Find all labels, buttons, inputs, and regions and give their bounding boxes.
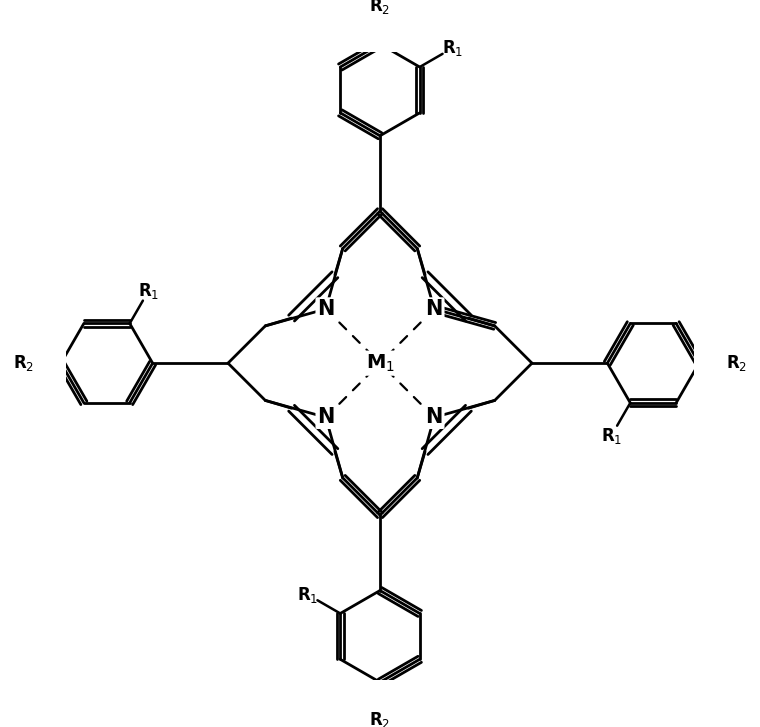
Text: R$_1$: R$_1$	[442, 39, 463, 58]
Text: R$_2$: R$_2$	[369, 710, 391, 727]
Text: R$_2$: R$_2$	[726, 353, 747, 373]
Text: R$_2$: R$_2$	[13, 353, 34, 373]
Text: R$_1$: R$_1$	[138, 281, 160, 301]
Text: R$_1$: R$_1$	[297, 585, 318, 605]
Text: M$_1$: M$_1$	[366, 353, 394, 374]
Text: N: N	[317, 407, 334, 427]
Text: N: N	[426, 299, 443, 319]
Text: N: N	[426, 407, 443, 427]
Text: N: N	[317, 299, 334, 319]
Text: R$_1$: R$_1$	[600, 425, 622, 446]
Text: R$_2$: R$_2$	[369, 0, 391, 17]
